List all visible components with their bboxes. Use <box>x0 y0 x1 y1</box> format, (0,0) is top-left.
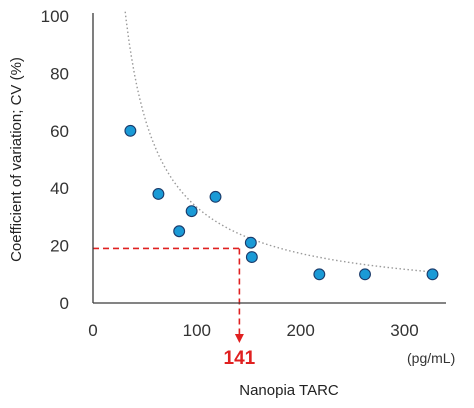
x-tick-label: 100 <box>183 321 211 340</box>
data-point <box>152 187 165 200</box>
data-point <box>359 268 371 281</box>
data-point <box>245 251 258 264</box>
y-tick-label: 100 <box>41 7 69 26</box>
x-tick-label: 0 <box>88 321 97 340</box>
points-layer <box>124 124 439 281</box>
y-tick-label: 20 <box>50 237 69 256</box>
data-point <box>426 268 439 281</box>
y-axis-title: Coefficient of variation; CV (%) <box>8 57 25 262</box>
data-point <box>124 124 137 137</box>
x-tick-label: 200 <box>286 321 314 340</box>
y-tick-label: 60 <box>50 122 69 141</box>
trendline-layer <box>124 11 438 274</box>
y-tick-label: 0 <box>60 294 69 313</box>
y-tick-label: 40 <box>50 179 69 198</box>
axes-layer: 0 20 40 60 80 100 0 100 200 300 <box>41 7 446 340</box>
labels-layer: Coefficient of variation; CV (%) Nanopia … <box>8 57 455 399</box>
data-point <box>185 205 198 218</box>
threshold-label: 141 <box>224 348 256 369</box>
x-axis-unit: (pg/mL) <box>407 350 455 366</box>
threshold-layer <box>93 247 244 343</box>
trendline <box>124 11 438 274</box>
data-point <box>173 225 186 238</box>
data-point <box>209 190 222 203</box>
x-axis-title: Nanopia TARC <box>239 382 339 399</box>
x-tick-label: 300 <box>390 321 418 340</box>
threshold-arrowhead <box>234 334 244 343</box>
y-tick-label: 80 <box>50 64 69 83</box>
data-point <box>313 268 326 281</box>
data-point <box>244 236 257 249</box>
